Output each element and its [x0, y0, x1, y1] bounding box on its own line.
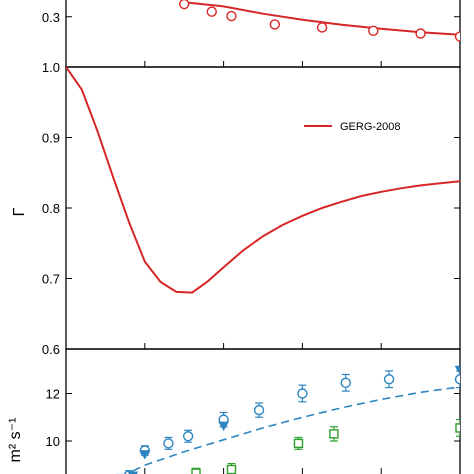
top-series-1-point-0 [179, 0, 190, 10]
middle-panel-frame [65, 66, 461, 350]
middle-panel-data [66, 67, 460, 294]
middle-series-0-line [66, 67, 460, 294]
bottom-series-2-point-3 [218, 421, 229, 432]
bottom-series-1-point-9 [454, 374, 460, 385]
top-series-1-point-6 [415, 28, 426, 39]
bottom-series-2-point-1 [127, 471, 139, 474]
top-series-1-point-4 [316, 22, 328, 33]
top-series-1-point-1 [206, 6, 217, 17]
bottom-series-1-point-3 [182, 431, 194, 442]
bottom-series-1-point-6 [297, 388, 308, 399]
bottom-series-3-point-2 [293, 438, 304, 449]
bottom-series-1-point-7 [340, 377, 351, 389]
bottom-series-3-point-0 [191, 468, 201, 474]
bottom-y-axis-title: m² s⁻¹ [7, 418, 24, 463]
top-series-1-point-3 [269, 19, 281, 30]
middle-ytick-label-1: 0.9 [42, 131, 60, 146]
top-series-1-point-7 [454, 31, 460, 42]
top-panel-data [179, 0, 460, 42]
bottom-series-3-point-4 [455, 423, 460, 433]
ticks-layer: 0.3 1.0 0.9 0.8 0.7 0.6 12 10 [42, 10, 460, 474]
bottom-series-1-point-8 [383, 374, 395, 385]
bottom-series-3-point-3 [329, 429, 339, 439]
bottom-ytick-label-0: 12 [46, 387, 60, 402]
top-series-1-point-5 [368, 25, 379, 37]
bottom-series-1-point-2 [163, 438, 174, 449]
bottom-series-0-line [124, 386, 460, 474]
middle-y-axis-title: Γ [11, 207, 28, 216]
top-series-1-point-2 [226, 10, 237, 22]
bottom-series-3-point-1 [226, 464, 237, 474]
bottom-panel-data [115, 365, 460, 474]
middle-ytick-label-3: 0.7 [42, 272, 60, 287]
bottom-series-1-point-5 [253, 404, 265, 416]
middle-ytick-label-4: 0.6 [42, 342, 60, 357]
middle-ytick-label-2: 0.8 [42, 201, 60, 216]
legend-label-gerg: GERG-2008 [340, 121, 401, 133]
middle-ytick-label-0: 1.0 [42, 60, 60, 75]
legend: GERG-2008 [304, 121, 401, 133]
top-panel-frame [65, 0, 461, 68]
bottom-series-2-point-4 [454, 365, 460, 376]
bottom-panel-frame [65, 348, 461, 474]
bottom-ytick-label-1: 10 [46, 434, 60, 449]
top-ytick-label-0: 0.3 [42, 10, 60, 25]
bottom-series-2-point-2 [139, 450, 151, 460]
